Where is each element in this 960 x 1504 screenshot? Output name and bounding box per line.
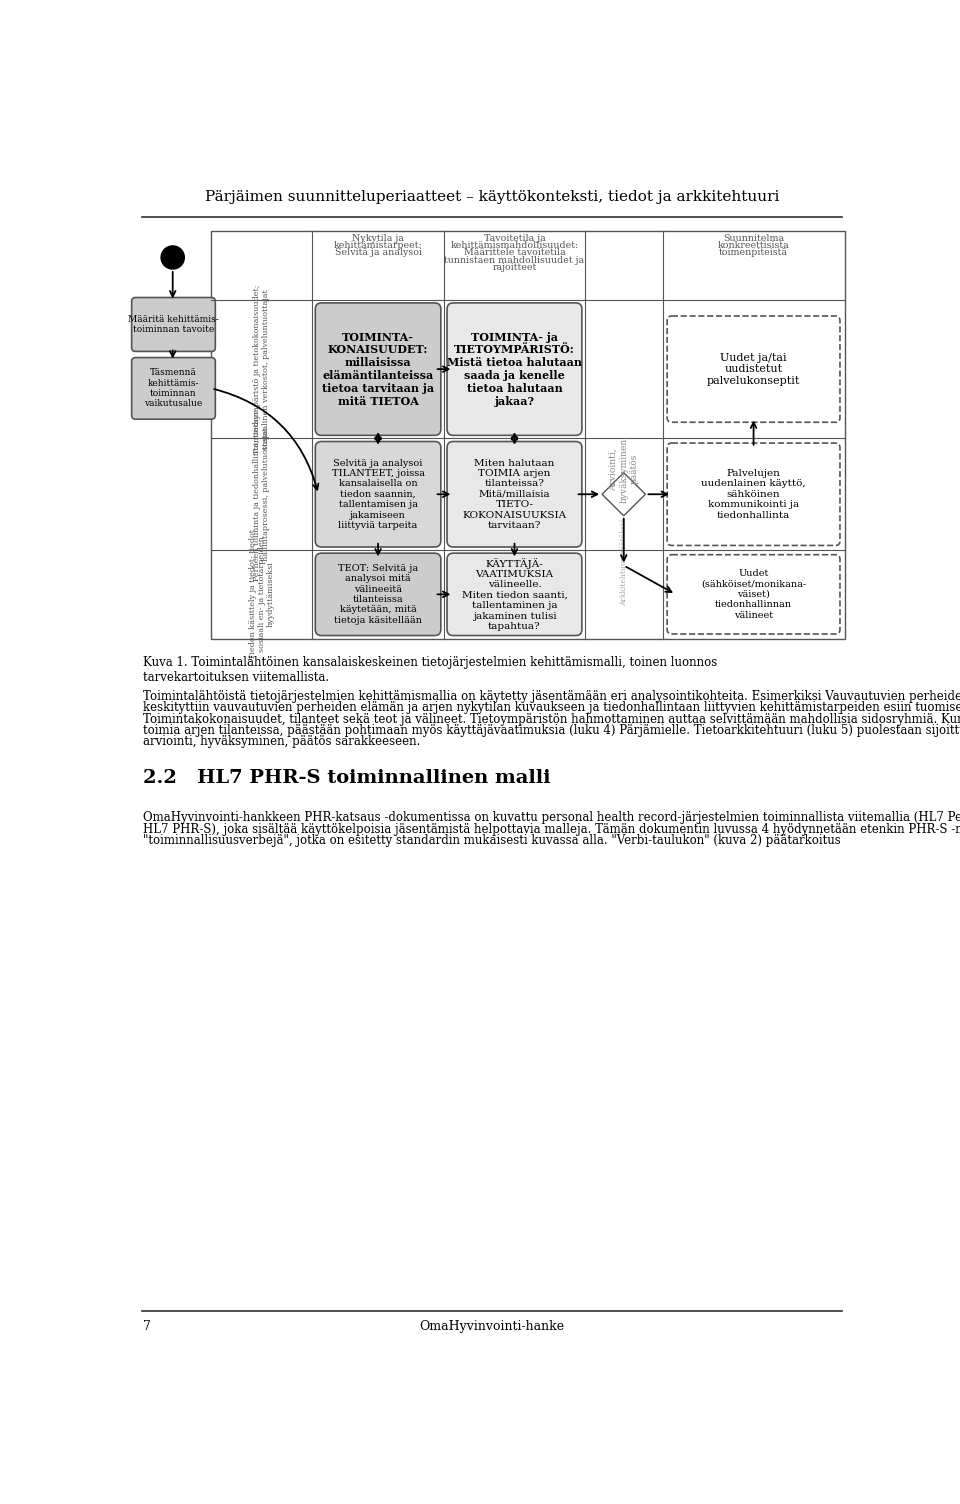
Text: 2.2   HL7 PHR-S toiminnallinen malli: 2.2 HL7 PHR-S toiminnallinen malli	[143, 769, 551, 787]
Text: Uudet
(sähköiset/monikana-
väiset)
tiedonhallinnan
välineet: Uudet (sähköiset/monikana- väiset) tiedo…	[701, 569, 806, 620]
Text: Toimintaympäristö ja tietokokonaisuudet;
sosiaalinen verkostot, palveluntuottaja: Toimintaympäristö ja tietokokonaisuudet;…	[253, 284, 271, 454]
Text: keskityttiin vauvautuvien perheiden elämän ja arjen nykytilan kuvaukseen ja tied: keskityttiin vauvautuvien perheiden eläm…	[143, 701, 960, 714]
FancyBboxPatch shape	[315, 302, 441, 435]
Text: Toimintalähtöistä tietojärjestelmien kehittämismallia on käytetty jäsentämään er: Toimintalähtöistä tietojärjestelmien keh…	[143, 690, 960, 704]
Text: Pärjäimen suunnitteluperiaatteet – käyttökonteksti, tiedot ja arkkitehtuuri: Pärjäimen suunnitteluperiaatteet – käytt…	[204, 190, 780, 203]
FancyBboxPatch shape	[447, 302, 582, 435]
Text: Palvelujen
uudenlainen käyttö,
sähköinen
kommunikointi ja
tiedonhallinta: Palvelujen uudenlainen käyttö, sähköinen…	[701, 469, 805, 519]
Text: arviointi, hyväksyminen, päätös sarakkeeseen.: arviointi, hyväksyminen, päätös sarakkee…	[143, 735, 420, 747]
Text: rajoitteet: rajoitteet	[492, 263, 537, 272]
Text: toimia arjen tilanteissa, päästään pohtimaan myös käyttäjävaatimuksia (luku 4) P: toimia arjen tilanteissa, päästään pohti…	[143, 723, 960, 737]
Text: Määritä kehittämis-
toiminnan tavoite: Määritä kehittämis- toiminnan tavoite	[128, 314, 219, 334]
Text: OmaHyvinvointi-hankkeen PHR-katsaus -dokumentissa on kuvattu personal health rec: OmaHyvinvointi-hankkeen PHR-katsaus -dok…	[143, 812, 960, 824]
Text: Perheen toiminta ja tiedonhallinta; tiedon-
hallintaprosessi, palvelutuottajat: Perheen toiminta ja tiedonhallinta; tied…	[253, 408, 271, 581]
Text: Toimintakokonaisuudet, tilanteet sekä teot ja välineet. Tietoympäristön hahmotta: Toimintakokonaisuudet, tilanteet sekä te…	[143, 713, 960, 725]
Bar	[211, 230, 845, 639]
Text: Arviointi,
hyväksyminen,
päätös: Arviointi, hyväksyminen, päätös	[609, 435, 638, 504]
Text: konkreettisista: konkreettisista	[718, 241, 789, 250]
Circle shape	[161, 247, 184, 269]
Text: Täsmennä
kehittämis-
toiminnan
vaikutusalue: Täsmennä kehittämis- toiminnan vaikutusa…	[144, 368, 203, 409]
FancyBboxPatch shape	[132, 298, 215, 352]
Text: HL7 PHR-S), joka sisältää käyttökelpoisia jäsentämistä helpottavia malleja. Tämä: HL7 PHR-S), joka sisältää käyttökelpoisi…	[143, 823, 960, 836]
Text: TOIMINTA- ja
TIETOYMPÄRISTÖ:
Mistä tietoa halutaan
saada ja kenelle
tietoa halut: TOIMINTA- ja TIETOYMPÄRISTÖ: Mistä tieto…	[447, 331, 582, 406]
Text: Suunnitelma: Suunnitelma	[723, 233, 784, 242]
Text: "toiminnallisuusverbejä", jotka on esitetty standardin mukaisesti kuvassa alla. : "toiminnallisuusverbejä", jotka on esite…	[143, 833, 841, 847]
Text: tunnistaen mahdollisuudet ja: tunnistaen mahdollisuudet ja	[444, 256, 585, 265]
Text: KÄYTTÄJÄ-
VAATIMUKSIA
välineelle.
Miten tiedon saanti,
tallentaminen ja
jakamine: KÄYTTÄJÄ- VAATIMUKSIA välineelle. Miten …	[462, 558, 567, 632]
Polygon shape	[602, 472, 645, 516]
Text: Uudet ja/tai
uudistetut
palvelukonseptit: Uudet ja/tai uudistetut palvelukonseptit	[707, 352, 801, 385]
Text: toimenpiteistä: toimenpiteistä	[719, 248, 788, 257]
Text: Kuva 1. Toimintalähtöinen kansalaiskeskeinen tietojärjestelmien kehittämismalli,: Kuva 1. Toimintalähtöinen kansalaiskeske…	[143, 656, 717, 684]
Text: kehittämismahdollisuudet:: kehittämismahdollisuudet:	[450, 241, 579, 250]
Text: Tiedon käsittely ja tiedot; tiedot
sosiaali en- ja tietotarpeiden
hyydyttämiseks: Tiedon käsittely ja tiedot; tiedot sosia…	[249, 529, 275, 659]
Text: Määrittele tavoitetila: Määrittele tavoitetila	[464, 248, 565, 257]
Text: Miten halutaan
TOIMIA arjen
tilanteissa?
Mitä/millaisia
TIETO-
KOKONAISUUKSIA
ta: Miten halutaan TOIMIA arjen tilanteissa?…	[463, 459, 566, 529]
Text: Selvitä ja analysoi: Selvitä ja analysoi	[335, 248, 421, 257]
FancyBboxPatch shape	[667, 316, 840, 423]
FancyBboxPatch shape	[667, 444, 840, 546]
Text: Nykytila ja: Nykytila ja	[352, 233, 404, 242]
Text: Tavoitetila ja: Tavoitetila ja	[484, 233, 545, 242]
Text: Selvitä ja analysoi
TILANTEET, joissa
kansalaisella on
tiedon saannin,
tallentam: Selvitä ja analysoi TILANTEET, joissa ka…	[331, 459, 424, 529]
FancyBboxPatch shape	[315, 553, 441, 636]
Text: 7: 7	[143, 1321, 151, 1333]
Text: OmaHyvinvointi-hanke: OmaHyvinvointi-hanke	[420, 1321, 564, 1333]
FancyBboxPatch shape	[667, 555, 840, 635]
FancyBboxPatch shape	[315, 442, 441, 547]
Text: Arkkitehtuuripäätöksiä: Arkkitehtuuripäätöksiä	[620, 517, 628, 606]
Text: kehittämistarpeet:: kehittämistarpeet:	[334, 241, 422, 250]
FancyBboxPatch shape	[447, 553, 582, 636]
FancyBboxPatch shape	[447, 442, 582, 547]
FancyBboxPatch shape	[132, 358, 215, 420]
Text: TOIMINTA-
KONAISUUDET:
millaisissa
elämäntilanteissa
tietoa tarvitaan ja
mitä TI: TOIMINTA- KONAISUUDET: millaisissa elämä…	[322, 331, 434, 406]
Text: TEOT: Selvitä ja
analysoi mitä
välineeitä
tilanteissa
käytetään, mitä
tietoja kä: TEOT: Selvitä ja analysoi mitä välineeit…	[334, 564, 422, 624]
